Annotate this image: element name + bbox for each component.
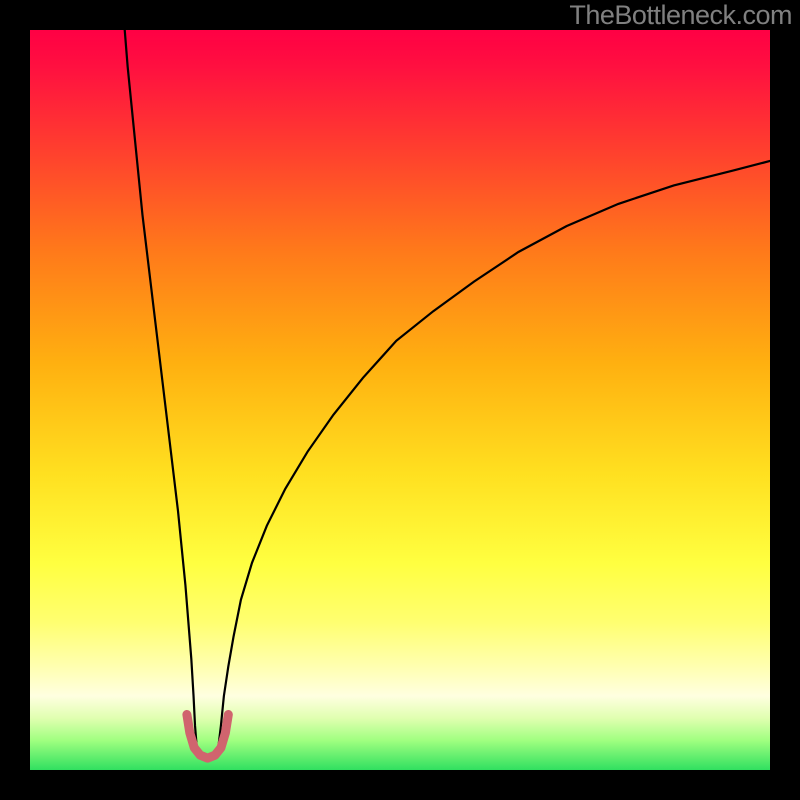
bottleneck-chart [0,0,800,800]
chart-container: TheBottleneck.com [0,0,800,800]
watermark-text: TheBottleneck.com [569,0,792,31]
plot-background [30,30,770,770]
